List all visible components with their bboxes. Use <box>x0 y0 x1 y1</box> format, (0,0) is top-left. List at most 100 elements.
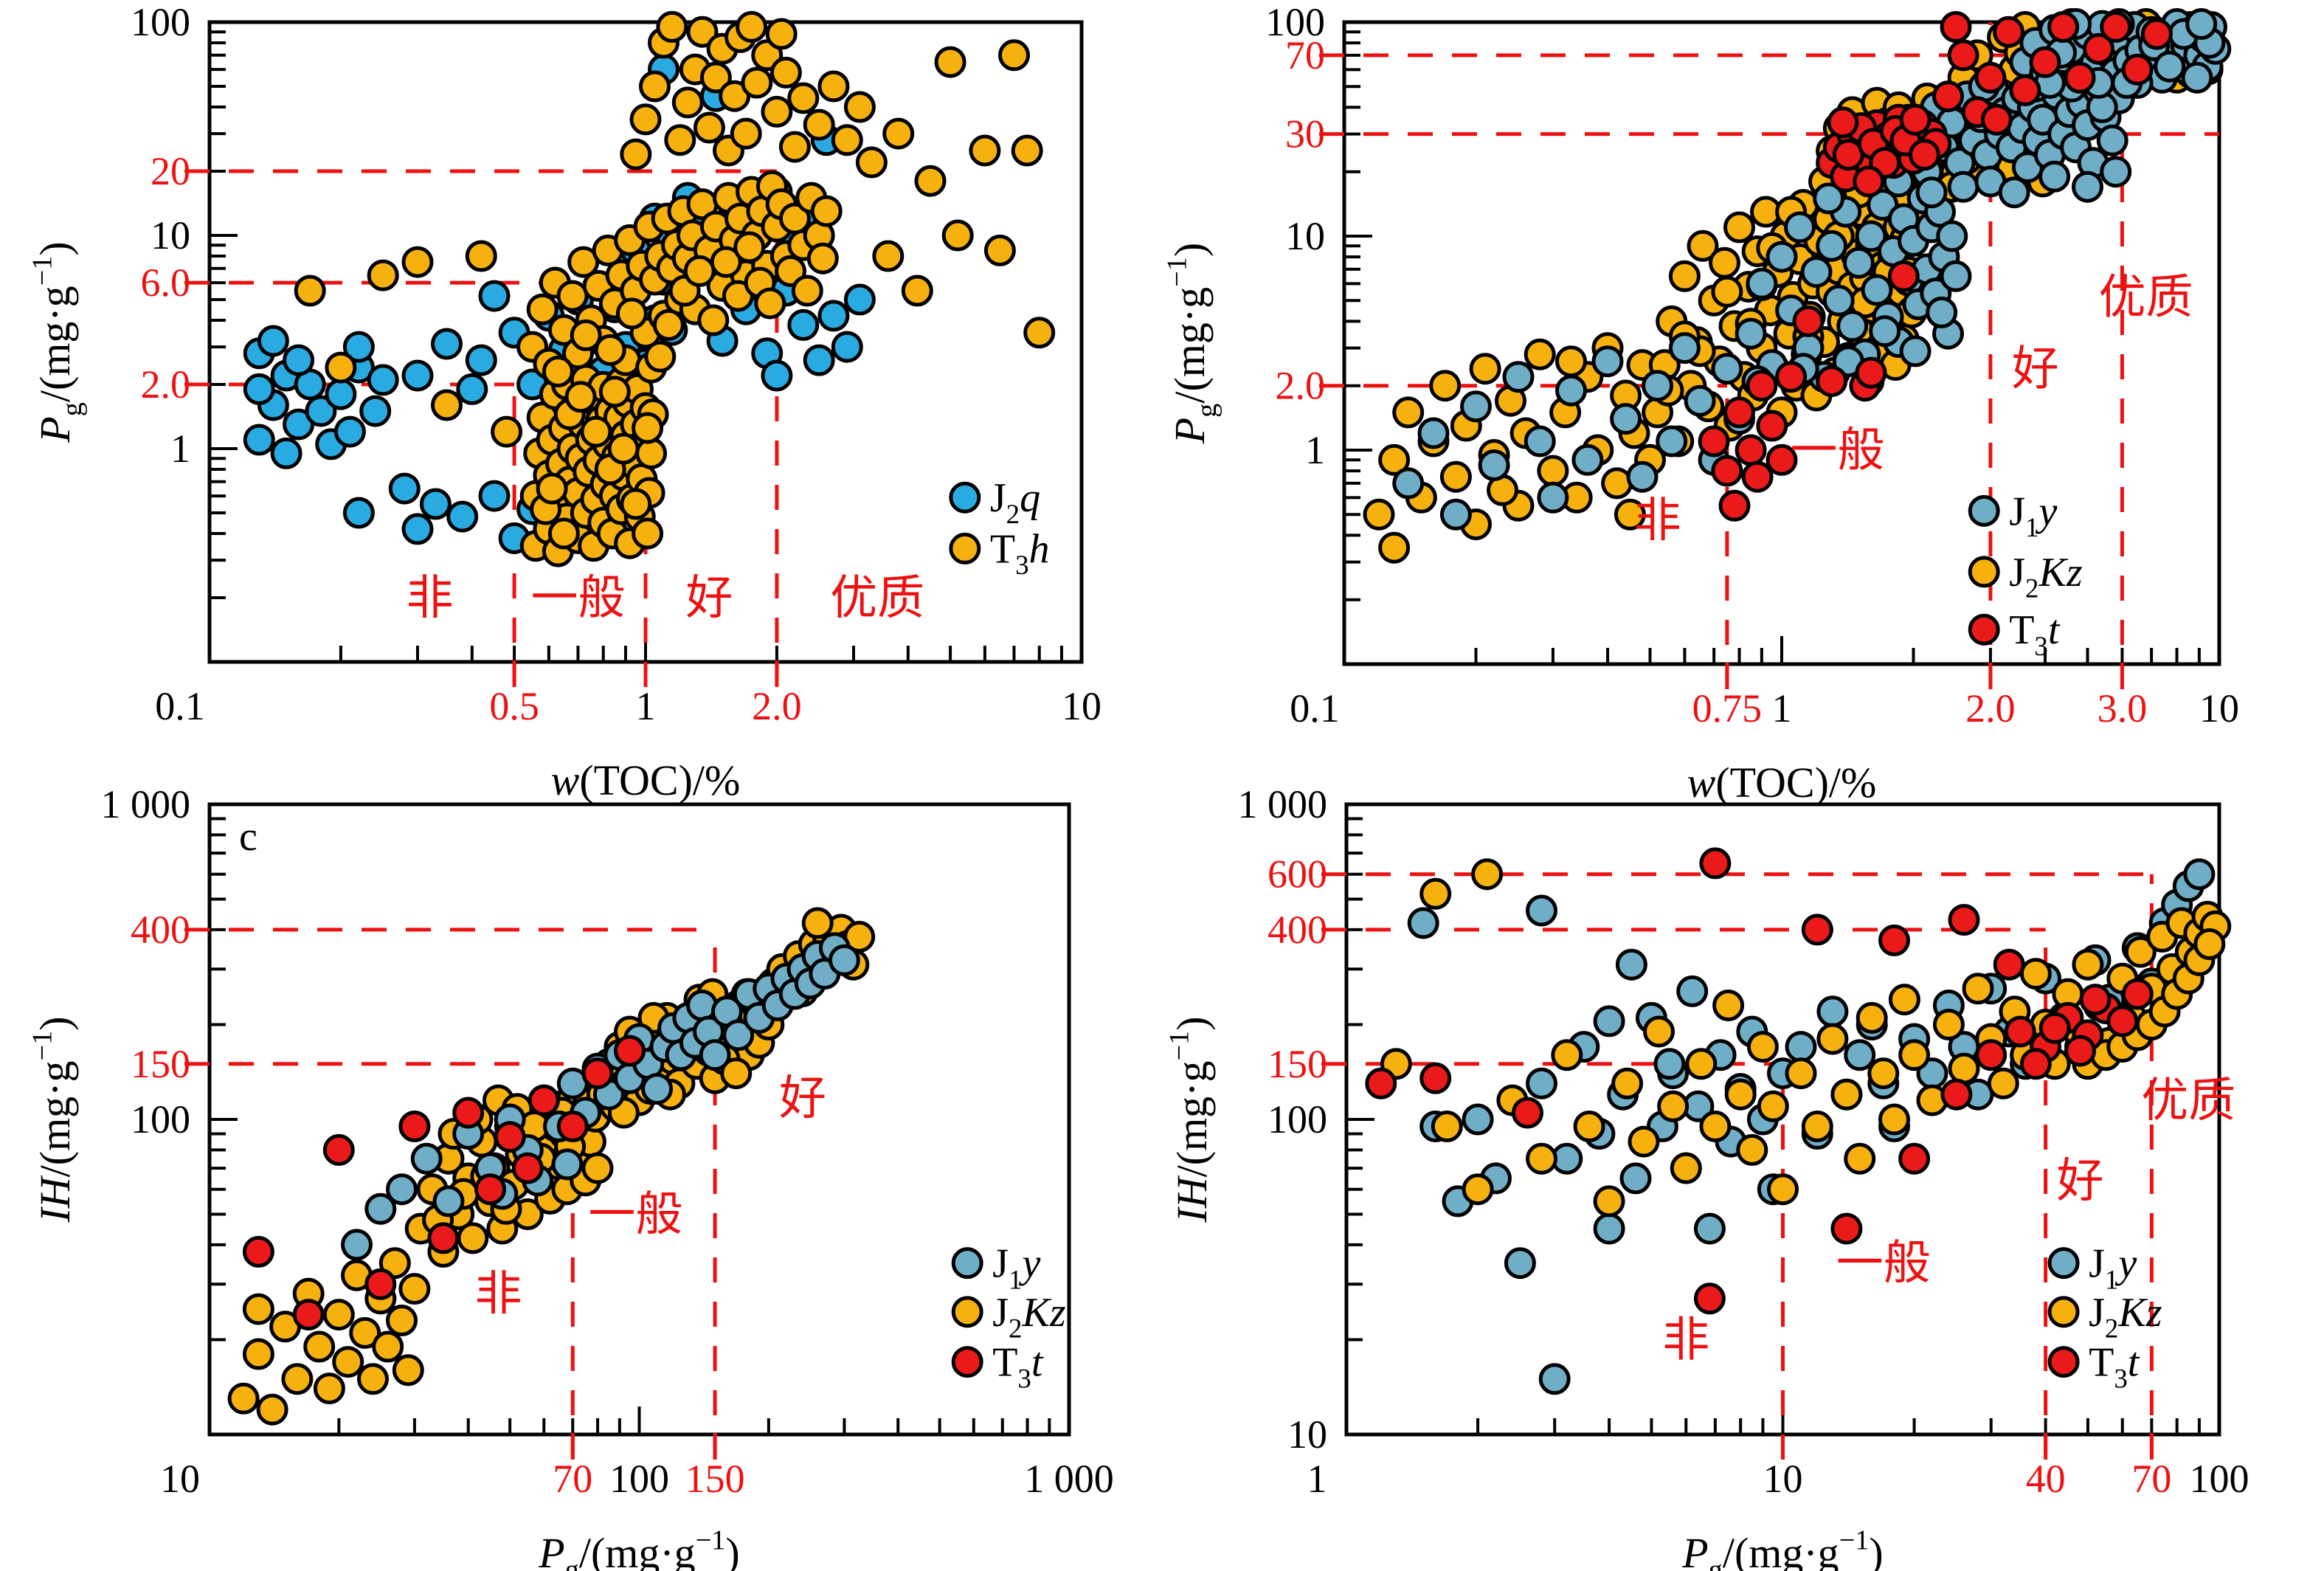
data-point <box>1816 1023 1849 1055</box>
data-point <box>1785 1057 1817 1090</box>
data-point <box>1926 296 1958 328</box>
legend-marker <box>951 1296 983 1328</box>
data-point <box>1512 1097 1543 1129</box>
x-tick-10: 10 <box>1763 1457 1803 1501</box>
data-point <box>398 1111 431 1142</box>
y-tick-labels-a: 100 20 106.0 2.0 1 <box>131 0 190 471</box>
data-point <box>292 1299 325 1331</box>
data-point <box>1693 1212 1726 1245</box>
data-point <box>432 1185 465 1218</box>
data-point <box>1653 1048 1686 1080</box>
series-T3t-c <box>242 1035 646 1331</box>
data-point <box>367 259 399 291</box>
zone-label-一般: 一般 <box>530 572 625 624</box>
data-point <box>378 1247 411 1280</box>
zone-label-优质: 优质 <box>2141 1074 2235 1127</box>
legend-label: J1y <box>2009 488 2057 542</box>
data-point <box>1712 990 1745 1021</box>
y-tick-10: 10 <box>1285 214 1325 258</box>
data-point <box>1524 425 1556 458</box>
data-point <box>1767 1173 1799 1206</box>
data-point <box>1736 1133 1768 1166</box>
data-point <box>556 1111 589 1142</box>
y-tick-1: 1 <box>1305 428 1325 472</box>
data-point <box>914 165 947 197</box>
data-point <box>457 1222 489 1254</box>
data-point <box>1724 1078 1757 1111</box>
data-point <box>551 1148 584 1181</box>
data-point <box>325 351 357 384</box>
y-axis-title-c: IH/(mg·g−1) <box>27 1016 79 1223</box>
data-point <box>1504 1247 1536 1280</box>
data-point <box>1668 260 1701 292</box>
data-point <box>1741 460 1774 493</box>
data-point <box>1526 1067 1557 1099</box>
data-point <box>1614 498 1646 531</box>
data-point <box>736 10 768 43</box>
x-tick-labels-d: 1 10 40 70 100 <box>1307 1433 2249 1501</box>
x-tick-2.0: 2.0 <box>1965 686 2016 731</box>
data-point <box>1537 455 1569 487</box>
data-point <box>556 280 589 312</box>
data-point <box>1816 995 1849 1028</box>
data-point <box>761 95 793 128</box>
data-point <box>2083 32 2114 65</box>
x-tick-0.75: 0.75 <box>1692 686 1763 731</box>
data-point <box>1502 361 1535 393</box>
data-point <box>882 117 915 150</box>
data-point <box>564 381 597 413</box>
data-point <box>474 1173 506 1206</box>
data-point <box>322 1133 355 1166</box>
data-point <box>465 240 497 272</box>
zone-label-好: 好 <box>2056 1155 2103 1207</box>
data-point <box>1439 460 1472 493</box>
zone-label-优质: 优质 <box>830 572 924 624</box>
x-tick-0.1: 0.1 <box>1290 686 1340 731</box>
data-point <box>2038 160 2071 193</box>
data-point <box>1830 1078 1863 1111</box>
data-point <box>1676 975 1709 1007</box>
legend-label: T3h <box>990 526 1050 580</box>
axis-ticks-a <box>208 21 1083 663</box>
data-point <box>730 117 762 150</box>
y-tick-1 000: 1 000 <box>1238 782 1328 826</box>
data-point <box>1844 1142 1876 1175</box>
data-point <box>983 234 1016 266</box>
data-point <box>1915 176 1948 209</box>
data-point <box>1555 374 1587 407</box>
data-point <box>2100 11 2132 43</box>
data-point <box>644 340 677 373</box>
data-point <box>1668 332 1701 365</box>
y-tick-100: 100 <box>131 0 190 44</box>
data-point <box>401 513 434 545</box>
data-point <box>1478 449 1510 481</box>
x-tick-1: 1 <box>1307 1457 1327 1501</box>
data-point <box>2100 156 2132 188</box>
data-point <box>1940 11 1972 43</box>
axis-ticks-d <box>1345 803 2221 1436</box>
data-point <box>1867 189 1899 221</box>
data-point <box>1626 460 1659 493</box>
data-point <box>2154 50 2186 83</box>
data-point <box>2185 8 2218 40</box>
data-point <box>1784 211 1816 244</box>
data-point <box>1601 467 1633 500</box>
y-tick-labels-d: 1 000 600 400 150 100 10 <box>1238 782 1328 1457</box>
data-point <box>242 1235 274 1268</box>
data-point <box>2064 61 2096 94</box>
data-point <box>1813 182 1845 215</box>
data-point <box>364 1268 397 1300</box>
data-point <box>491 415 523 448</box>
y-tick-2.0: 2.0 <box>141 362 191 407</box>
data-point <box>1711 353 1743 385</box>
legend-marker <box>2047 1296 2080 1328</box>
data-point <box>581 1152 614 1184</box>
y-tick-100: 100 <box>1265 0 1325 44</box>
data-point <box>401 246 434 278</box>
data-point <box>1792 305 1825 337</box>
data-point <box>635 437 668 469</box>
data-point <box>1699 1111 1732 1142</box>
data-point <box>1909 139 1940 171</box>
